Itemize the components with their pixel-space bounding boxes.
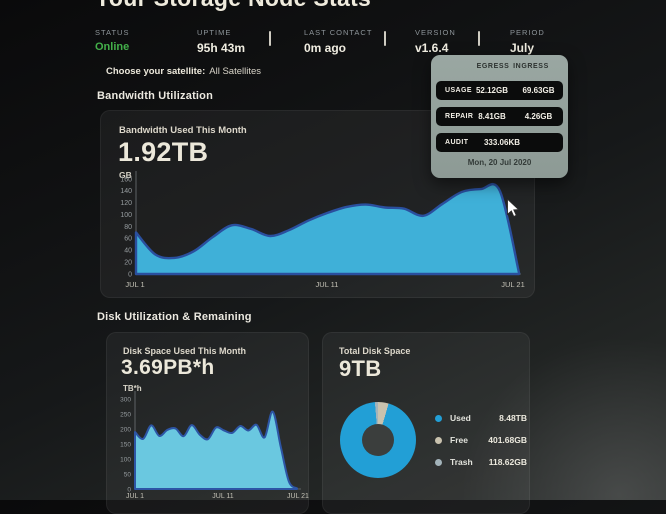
svg-text:20: 20 xyxy=(124,259,132,266)
legend-row-used: Used 8.48TB xyxy=(435,413,527,423)
disk-used-card: Disk Space Used This Month 3.69PB*h TB*h… xyxy=(106,332,309,514)
tooltip-date: Mon, 20 Jul 2020 xyxy=(467,158,532,167)
last-contact-label: LAST CONTACT xyxy=(304,28,373,37)
audit-value: 333.06KB xyxy=(483,138,521,147)
donut-hole xyxy=(362,424,394,456)
svg-text:200: 200 xyxy=(120,426,131,433)
period-value[interactable]: July xyxy=(510,41,535,55)
svg-text:140: 140 xyxy=(120,188,132,195)
period-label: PERIOD xyxy=(510,28,545,37)
svg-text:JUL 11: JUL 11 xyxy=(316,280,339,289)
svg-text:60: 60 xyxy=(124,236,132,243)
disk-legend: Used 8.48TB Free 401.68GB Trash 118.62GB xyxy=(435,413,527,473)
satellite-picker[interactable]: Choose your satellite: All Satellites xyxy=(106,66,261,77)
disk-area-chart[interactable]: 0 50 100 150 200 250 300 JUL 1 JUL 11 JUL 21 xyxy=(107,333,310,505)
disk-used-card-title: Disk Space Used This Month xyxy=(123,346,247,356)
svg-text:250: 250 xyxy=(120,411,131,418)
used-label: Used xyxy=(450,413,471,423)
tooltip-ingress-column: INGRESS xyxy=(513,63,549,70)
svg-text:160: 160 xyxy=(120,176,132,183)
status-item-last-contact: LAST CONTACT 0m ago xyxy=(304,28,372,55)
svg-text:JUL 11: JUL 11 xyxy=(212,493,234,500)
tooltip-usage-row: USAGE 52.12GB 69.63GB xyxy=(436,81,563,100)
usage-egress-value: 52.12GB xyxy=(475,86,509,95)
svg-text:40: 40 xyxy=(124,248,132,255)
last-contact-value: 0m ago xyxy=(304,41,347,55)
tooltip-audit-row: AUDIT 333.06KB xyxy=(436,133,563,152)
bandwidth-total: 1.92TB xyxy=(118,137,209,167)
status-separator xyxy=(269,31,271,46)
total-disk-card: Total Disk Space 9TB Used 8.48TB Free 40… xyxy=(322,332,530,514)
svg-text:100: 100 xyxy=(120,212,132,219)
status-online-value: Online xyxy=(95,41,130,53)
version-label: VERSION xyxy=(415,28,456,37)
total-disk-card-title: Total Disk Space xyxy=(339,346,411,356)
repair-label: REPAIR xyxy=(445,113,474,120)
status-item-period: PERIOD July xyxy=(510,28,545,55)
disk-used-unit: TB*h xyxy=(123,384,142,393)
bandwidth-tooltip: EGRESS INGRESS USAGE 52.12GB 69.63GB REP… xyxy=(431,55,568,178)
trash-value: 118.62GB xyxy=(488,457,527,467)
svg-text:150: 150 xyxy=(120,441,131,448)
status-label: STATUS xyxy=(95,28,130,37)
uptime-label: UPTIME xyxy=(197,28,232,37)
tooltip-egress-column: EGRESS xyxy=(476,63,510,70)
satellite-picker-value[interactable]: All Satellites xyxy=(209,66,261,77)
satellite-picker-label: Choose your satellite: xyxy=(106,66,206,77)
status-separator xyxy=(478,31,480,46)
free-dot-icon xyxy=(435,436,442,444)
tooltip-repair-row: REPAIR 8.41GB 4.26GB xyxy=(436,107,563,126)
svg-text:JUL 1: JUL 1 xyxy=(125,280,144,289)
repair-egress-value: 8.41GB xyxy=(478,112,506,121)
free-value: 401.68GB xyxy=(488,435,527,445)
version-value: v1.6.4 xyxy=(415,41,449,55)
svg-text:300: 300 xyxy=(120,396,131,403)
status-item-status: STATUS Online xyxy=(95,28,129,53)
status-separator xyxy=(384,31,386,46)
svg-text:120: 120 xyxy=(120,200,132,207)
bandwidth-area-chart[interactable]: 0 20 40 60 80 100 120 140 160 JUL 1 JUL 11 JUL 21 xyxy=(101,111,536,299)
page-title: Your Storage Node Stats xyxy=(95,0,371,12)
svg-text:100: 100 xyxy=(120,456,131,463)
used-value: 8.48TB xyxy=(499,413,527,423)
usage-label: USAGE xyxy=(445,87,472,94)
status-item-uptime: UPTIME 95h 43m xyxy=(197,28,245,55)
uptime-value: 95h 43m xyxy=(197,41,246,55)
used-dot-icon xyxy=(435,414,442,422)
svg-text:50: 50 xyxy=(124,471,132,478)
trash-label: Trash xyxy=(450,457,473,467)
total-disk-value: 9TB xyxy=(339,356,382,381)
svg-text:JUL 21: JUL 21 xyxy=(287,493,309,500)
bandwidth-section-heading: Bandwidth Utilization xyxy=(97,90,214,102)
svg-text:JUL 1: JUL 1 xyxy=(126,493,144,500)
repair-ingress-value: 4.26GB xyxy=(524,112,553,121)
svg-text:0: 0 xyxy=(127,486,131,493)
mouse-cursor-icon xyxy=(505,197,521,224)
free-label: Free xyxy=(450,435,468,445)
status-item-version: VERSION v1.6.4 xyxy=(415,28,456,55)
svg-text:JUL 21: JUL 21 xyxy=(501,280,525,289)
bandwidth-unit: GB xyxy=(119,170,132,180)
trash-dot-icon xyxy=(435,458,442,466)
svg-text:0: 0 xyxy=(128,271,132,278)
legend-row-free: Free 401.68GB xyxy=(435,435,527,445)
svg-text:80: 80 xyxy=(124,224,132,231)
audit-label: AUDIT xyxy=(445,139,469,146)
legend-row-trash: Trash 118.62GB xyxy=(435,457,527,467)
disk-used-total: 3.69PB*h xyxy=(121,356,215,379)
usage-ingress-value: 69.63GB xyxy=(522,86,555,95)
bandwidth-card-title: Bandwidth Used This Month xyxy=(119,125,247,136)
disk-section-heading: Disk Utilization & Remaining xyxy=(97,311,252,323)
